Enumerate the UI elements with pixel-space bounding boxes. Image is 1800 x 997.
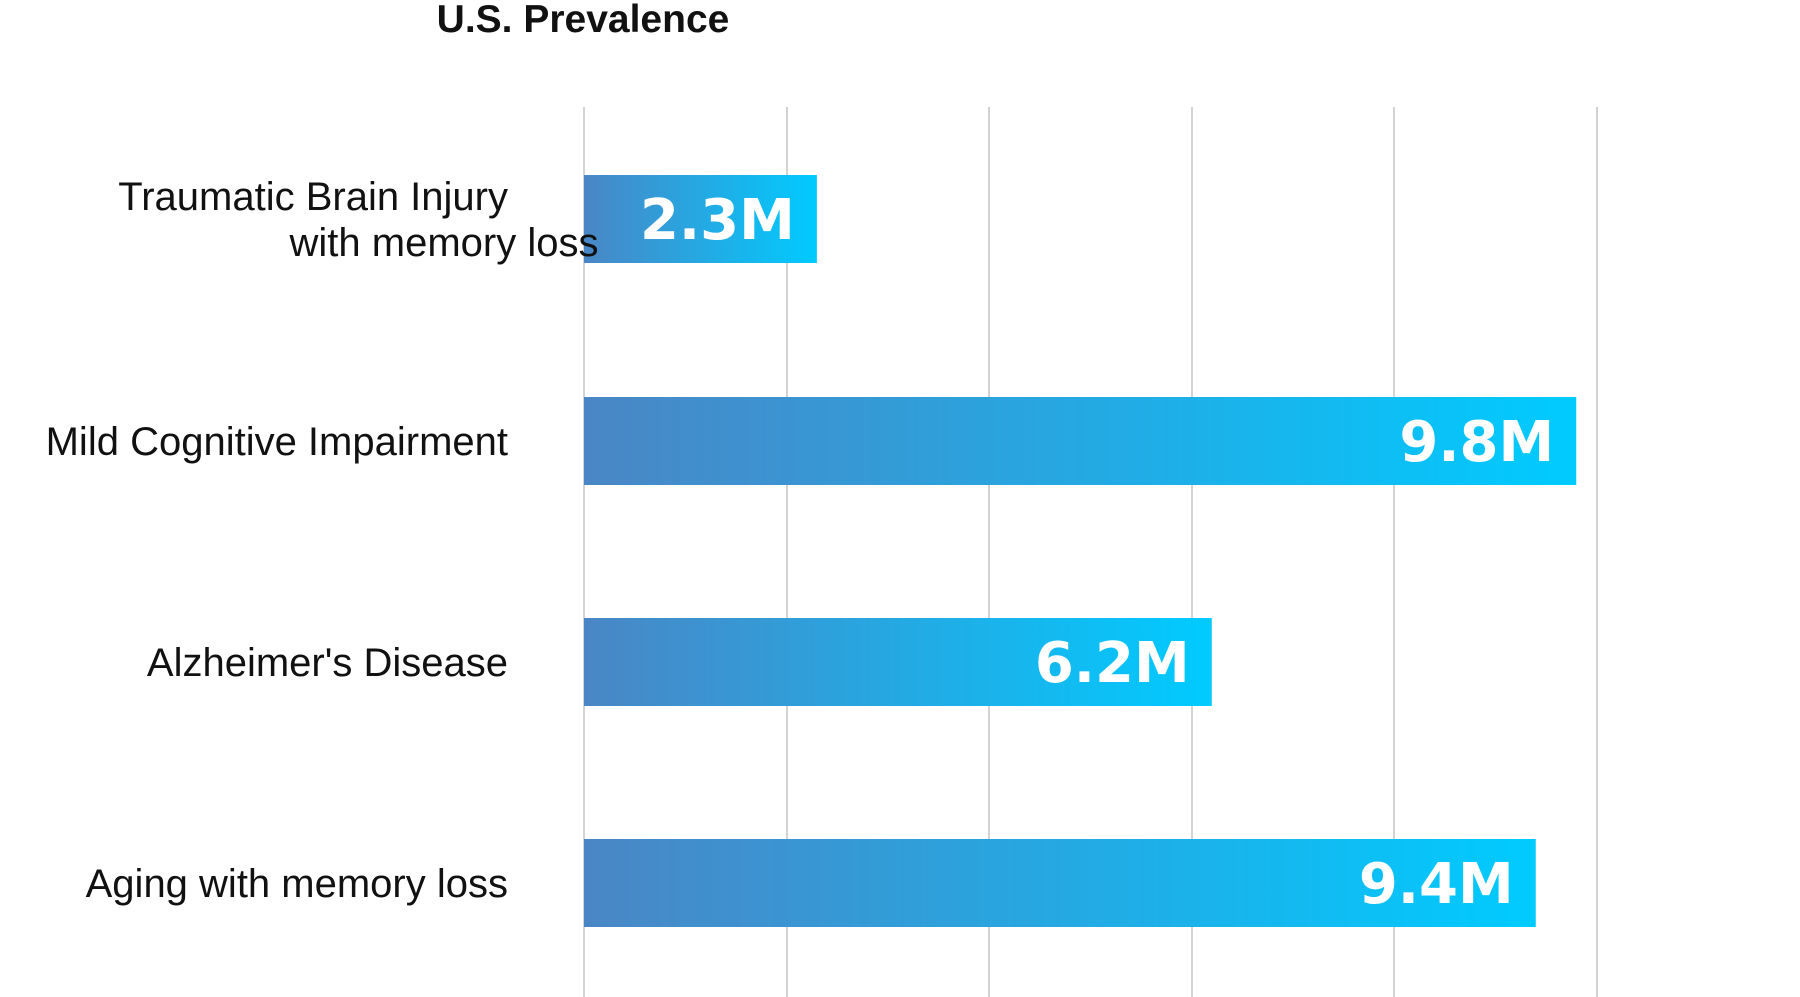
bar: [584, 397, 1577, 485]
category-label: Alzheimer's Disease: [147, 641, 508, 685]
data-label: 9.4M: [1359, 852, 1514, 917]
data-label: 9.8M: [1399, 410, 1554, 475]
bar: [584, 618, 1212, 706]
bar: [584, 839, 1536, 927]
category-label: Mild Cognitive Impairment: [46, 420, 508, 464]
category-label-line: Mild Cognitive Impairment: [46, 420, 508, 464]
chart-title: U.S. Prevalence: [437, 0, 730, 41]
category-label: Traumatic Brain Injury with memory loss: [118, 175, 598, 265]
bar: [584, 175, 817, 263]
data-label: 6.2M: [1035, 631, 1190, 696]
category-label: Aging with memory loss: [86, 862, 508, 906]
category-label-line: with memory loss: [289, 221, 599, 265]
category-labels: Traumatic Brain Injury with memory loss Mi…: [46, 175, 599, 906]
category-label-line: Traumatic Brain Injury: [118, 175, 508, 219]
category-label-line: Alzheimer's Disease: [147, 641, 508, 685]
data-label: 2.3M: [640, 188, 795, 253]
category-label-line: Aging with memory loss: [86, 862, 508, 906]
bars: 2.3M 9.8M 6.2M 9.4M: [584, 175, 1577, 927]
